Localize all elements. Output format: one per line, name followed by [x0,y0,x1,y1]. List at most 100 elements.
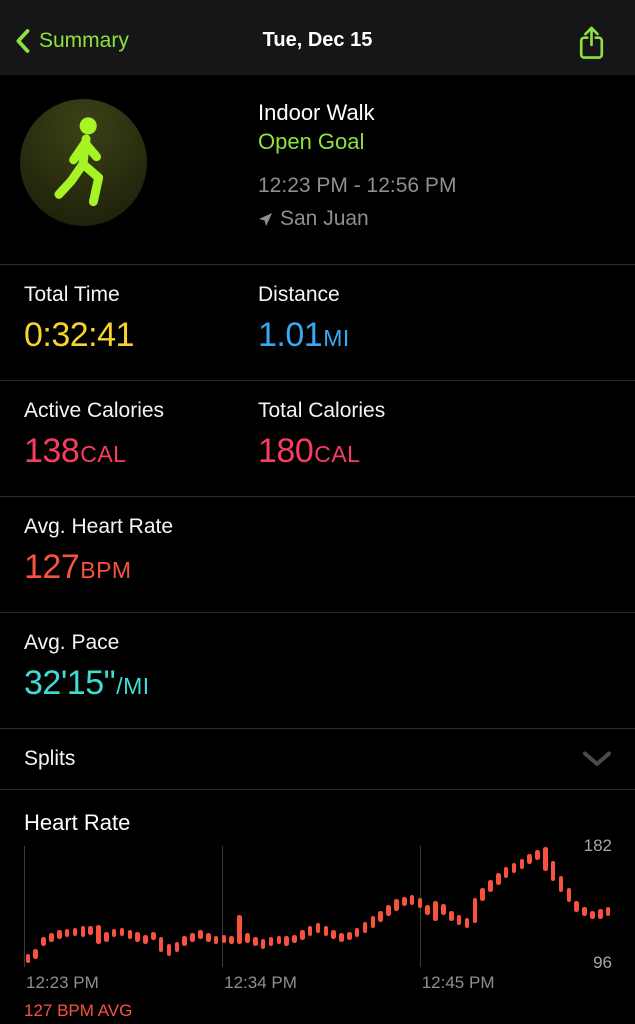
metric-active-calories: Active Calories 138CAL [24,397,258,476]
metric-number: 1.01 [258,316,323,354]
workout-location-label: San Juan [280,207,369,230]
heart-rate-bar [111,929,117,938]
metric-unit: CAL [314,441,361,467]
heart-rate-bar [64,929,70,938]
heart-rate-section: Heart Rate 182 96 12:23 PM 12:34 PM 12:45 … [0,810,635,1021]
heart-rate-bar [119,927,125,937]
heart-rate-bar [503,867,509,879]
workout-info-text: Indoor Walk Open Goal 12:23 PM - 12:56 P… [258,98,456,233]
heart-rate-bar [496,872,501,886]
heart-rate-bar [464,917,470,928]
metric-distance: Distance 1.01MI [258,281,612,360]
heart-rate-bar [425,905,431,915]
metric-label: Avg. Pace [24,631,120,654]
heart-rate-bar [597,909,603,920]
walking-person-icon [53,116,103,206]
heart-rate-bar [300,930,305,941]
heart-rate-bar [49,933,54,942]
metric-value: 1.01MI [258,313,612,360]
metric-unit: /MI [116,673,150,699]
share-button[interactable] [577,24,606,66]
heart-rate-bar [135,931,140,942]
heart-rate-bar [56,930,62,939]
workout-summary-card: Indoor Walk Open Goal 12:23 PM - 12:56 P… [0,75,635,265]
metric-unit: CAL [80,441,127,467]
metric-avg-pace: Avg. Pace 32'15"/MI [24,629,612,708]
metric-number: 138 [24,432,80,470]
heart-rate-bar [166,944,172,956]
metric-label: Total Time [24,283,120,306]
back-button[interactable]: Summary [15,27,129,55]
heart-rate-bar [331,930,336,939]
navigation-bar: Summary Tue, Dec 15 [0,0,635,75]
heart-rate-bar [151,931,156,941]
chart-gridline [222,846,224,967]
heart-rate-bar [88,926,93,935]
metric-total-calories: Total Calories 180CAL [258,397,612,476]
heart-rate-bar [511,862,517,873]
heart-rate-bar [519,858,525,869]
metric-label: Avg. Heart Rate [24,515,174,538]
heart-rate-bar [158,937,164,952]
heart-rate-bar [339,933,344,942]
heart-rate-bar [472,898,478,924]
share-icon [579,26,604,59]
splits-disclosure-row[interactable]: Splits [0,729,635,790]
metric-value: 138CAL [24,429,258,476]
metrics-row-heart-rate: Avg. Heart Rate 127BPM [0,497,635,613]
metric-number: 32'15" [24,664,116,702]
metric-value: 127BPM [24,545,612,592]
metric-label: Distance [258,283,340,306]
heart-rate-bar [276,936,282,945]
heart-rate-bar [143,934,148,945]
heart-rate-bar [268,937,274,946]
metric-value: 32'15"/MI [24,661,612,708]
metrics-row-calories: Active Calories 138CAL Total Calories 18… [0,381,635,497]
heart-rate-bar [347,931,352,941]
page-title: Tue, Dec 15 [262,29,373,51]
heart-rate-bar [190,933,195,942]
heart-rate-bar [229,936,235,945]
metric-value: 0:32:41 [24,313,258,360]
heart-rate-bar [417,898,423,908]
x-axis-label: 12:23 PM [26,973,99,992]
chart-gridline [24,846,25,967]
metric-value: 180CAL [258,429,612,476]
x-axis-row: 12:23 PM 12:34 PM 12:45 PM [24,971,612,997]
metric-unit: BPM [80,557,132,583]
heart-rate-bar [574,900,579,913]
workout-type-badge [20,99,147,226]
heart-rate-bar [307,926,313,937]
metric-total-time: Total Time 0:32:41 [24,281,258,360]
x-axis-label: 12:34 PM [224,973,297,992]
chevron-down-icon[interactable] [582,751,612,767]
heart-rate-bar [401,896,407,907]
heart-rate-bar [378,910,383,922]
heart-rate-bar [582,906,587,917]
metric-label: Active Calories [24,399,165,422]
heart-rate-bar [456,914,462,925]
heart-rate-bar [41,937,46,946]
heart-rate-bar [260,938,266,949]
heart-rate-bar [590,910,595,920]
heart-rate-bar [543,847,548,872]
y-axis-max-label: 182 [583,836,612,855]
heart-rate-bar [362,921,368,934]
y-axis-min-label: 96 [593,953,612,972]
heart-rate-bar [127,930,133,939]
workout-time-range: 12:23 PM - 12:56 PM [258,174,457,197]
metric-unit: MI [323,325,350,351]
heart-rate-bar [237,914,242,945]
heart-rate-bar [409,895,415,906]
metric-avg-heart-rate: Avg. Heart Rate 127BPM [24,513,612,592]
heart-rate-bar [213,936,219,945]
heart-rate-bar [448,910,454,921]
heart-rate-bar [33,948,39,959]
heart-rate-plot[interactable]: 182 96 [24,836,612,972]
heart-rate-bar [370,916,376,928]
metric-label: Total Calories [258,399,386,422]
heart-rate-bar [96,924,101,945]
splits-label: Splits [24,747,76,770]
metrics-row-time-distance: Total Time 0:32:41 Distance 1.01MI [0,265,635,381]
